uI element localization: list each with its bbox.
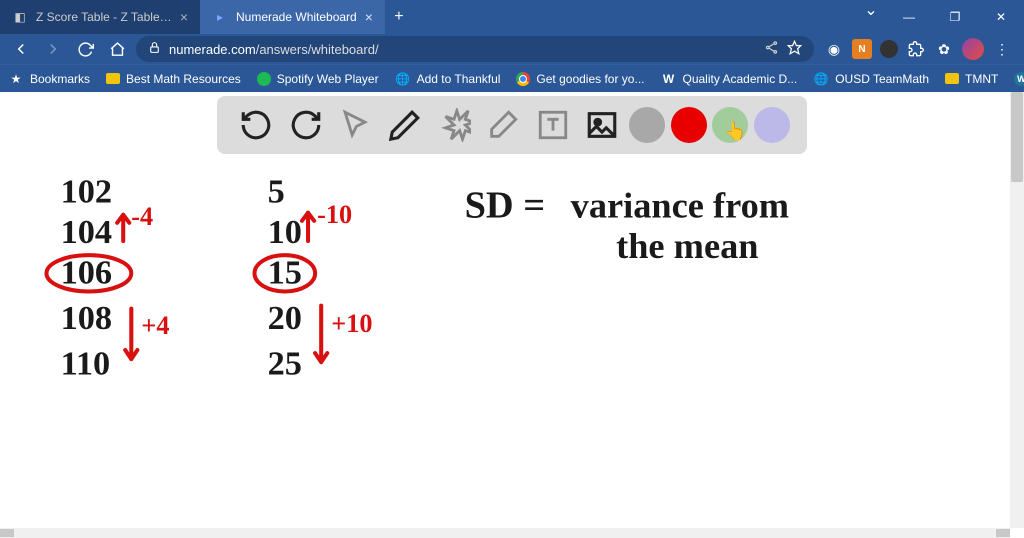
bookmark-label: TMNT (965, 72, 998, 86)
svg-text:+4: +4 (141, 311, 169, 340)
extensions-menu-icon[interactable] (906, 39, 926, 59)
svg-text:108: 108 (61, 299, 113, 337)
svg-text:5: 5 (268, 173, 285, 211)
bookmark-star-icon[interactable] (787, 40, 802, 58)
bookmark-item[interactable]: TMNT (945, 72, 998, 86)
color-red[interactable] (671, 107, 707, 143)
lock-icon (148, 41, 161, 57)
minimize-button[interactable]: — (886, 0, 932, 34)
bookmark-item[interactable]: WMOC - NBPTS (1014, 72, 1024, 86)
ink-layer: 102104106108110-4+4510152025-10+10SD =va… (0, 160, 1010, 528)
eraser-tool[interactable] (481, 103, 525, 147)
window-controls: — ❐ ✕ (886, 0, 1024, 34)
chrome-icon (516, 72, 530, 86)
svg-text:10: 10 (268, 213, 302, 251)
svg-text:+10: +10 (331, 309, 372, 338)
extension-icon[interactable]: N (852, 39, 872, 59)
settings-tool[interactable] (432, 103, 476, 147)
star-icon: ★ (8, 71, 24, 87)
extensions-area: ◉ N ✿ ⋮ (820, 38, 1016, 60)
close-icon[interactable]: × (180, 9, 188, 25)
close-button[interactable]: ✕ (978, 0, 1024, 34)
close-icon[interactable]: × (365, 9, 373, 25)
folder-icon (106, 73, 120, 84)
color-green[interactable]: 👆 (712, 107, 748, 143)
svg-text:-4: -4 (131, 202, 153, 231)
tab-numerade[interactable]: ▸ Numerade Whiteboard × (200, 0, 385, 34)
vertical-scrollbar[interactable] (1010, 92, 1024, 528)
globe-icon: 🌐 (813, 71, 829, 87)
extension-icon[interactable] (880, 40, 898, 58)
bookmark-item[interactable]: W Quality Academic D... (660, 71, 797, 87)
tab-title: Numerade Whiteboard (236, 10, 357, 24)
svg-text:-10: -10 (317, 200, 352, 229)
bookmark-label: OUSD TeamMath (835, 72, 929, 86)
bookmark-label: Add to Thankful (417, 72, 501, 86)
menu-icon[interactable]: ⋮ (992, 39, 1012, 59)
spotify-icon (257, 72, 271, 86)
new-tab-button[interactable]: + (385, 0, 413, 34)
reload-button[interactable] (72, 36, 98, 62)
horizontal-scrollbar[interactable] (0, 528, 1010, 538)
extension-icon[interactable]: ✿ (934, 39, 954, 59)
svg-text:variance from: variance from (571, 186, 789, 226)
favicon-icon: ◧ (12, 9, 28, 25)
scroll-arrow-right[interactable] (996, 529, 1010, 537)
color-grey[interactable] (629, 107, 665, 143)
maximize-button[interactable]: ❐ (932, 0, 978, 34)
svg-text:the mean: the mean (616, 226, 758, 266)
bookmark-item[interactable]: 🌐 Add to Thankful (395, 71, 501, 87)
color-purple[interactable] (754, 107, 790, 143)
profile-avatar[interactable] (962, 38, 984, 60)
address-bar[interactable]: numerade.com/answers/whiteboard/ (136, 36, 814, 62)
pencil-tool[interactable] (383, 103, 427, 147)
redo-button[interactable] (284, 103, 328, 147)
scroll-thumb[interactable] (1011, 92, 1023, 182)
svg-text:15: 15 (268, 253, 302, 291)
bookmark-label: Spotify Web Player (277, 72, 379, 86)
share-icon[interactable] (764, 40, 779, 58)
tab-title: Z Score Table - Z Table and Z sco (36, 10, 172, 24)
bookmark-label: Quality Academic D... (682, 72, 797, 86)
whiteboard-toolbar: 👆 (217, 96, 807, 154)
svg-text:SD =: SD = (465, 185, 546, 227)
bookmark-label: Best Math Resources (126, 72, 241, 86)
folder-icon (945, 73, 959, 84)
wiki-icon: W (660, 71, 676, 87)
undo-button[interactable] (234, 103, 278, 147)
bookmark-item[interactable]: Spotify Web Player (257, 72, 379, 86)
image-tool[interactable] (580, 103, 624, 147)
pointer-tool[interactable] (333, 103, 377, 147)
scroll-arrow-left[interactable] (0, 529, 14, 537)
browser-titlebar: ◧ Z Score Table - Z Table and Z sco × ▸ … (0, 0, 1024, 34)
hand-cursor-icon: 👆 (724, 121, 746, 142)
bookmark-label: Get goodies for yo... (536, 72, 644, 86)
svg-text:104: 104 (61, 213, 113, 251)
tab-overflow-icon[interactable]: ⌄ (856, 0, 886, 20)
bookmark-label: Bookmarks (30, 72, 90, 86)
favicon-icon: ▸ (212, 9, 228, 25)
bookmarks-bar: ★ Bookmarks Best Math Resources Spotify W… (0, 64, 1024, 92)
svg-text:110: 110 (61, 344, 111, 382)
url-text: numerade.com/answers/whiteboard/ (169, 42, 756, 57)
forward-button[interactable] (40, 36, 66, 62)
wordpress-icon: W (1014, 72, 1024, 86)
svg-text:102: 102 (61, 173, 113, 211)
globe-icon: 🌐 (395, 71, 411, 87)
bookmark-item[interactable]: 🌐 OUSD TeamMath (813, 71, 929, 87)
back-button[interactable] (8, 36, 34, 62)
svg-text:20: 20 (268, 299, 302, 337)
url-bar-row: numerade.com/answers/whiteboard/ ◉ N ✿ ⋮ (0, 34, 1024, 64)
tab-zscore[interactable]: ◧ Z Score Table - Z Table and Z sco × (0, 0, 200, 34)
page-content: 👆 102104106108110-4+4510152025-10+10SD =… (0, 92, 1024, 528)
bookmark-item[interactable]: Best Math Resources (106, 72, 241, 86)
extension-icon[interactable]: ◉ (824, 39, 844, 59)
whiteboard-canvas[interactable]: 102104106108110-4+4510152025-10+10SD =va… (0, 160, 1010, 528)
home-button[interactable] (104, 36, 130, 62)
svg-text:25: 25 (268, 344, 302, 382)
bookmark-item[interactable]: ★ Bookmarks (8, 71, 90, 87)
tab-strip: ◧ Z Score Table - Z Table and Z sco × ▸ … (0, 0, 413, 34)
text-tool[interactable] (531, 103, 575, 147)
bookmark-item[interactable]: Get goodies for yo... (516, 72, 644, 86)
